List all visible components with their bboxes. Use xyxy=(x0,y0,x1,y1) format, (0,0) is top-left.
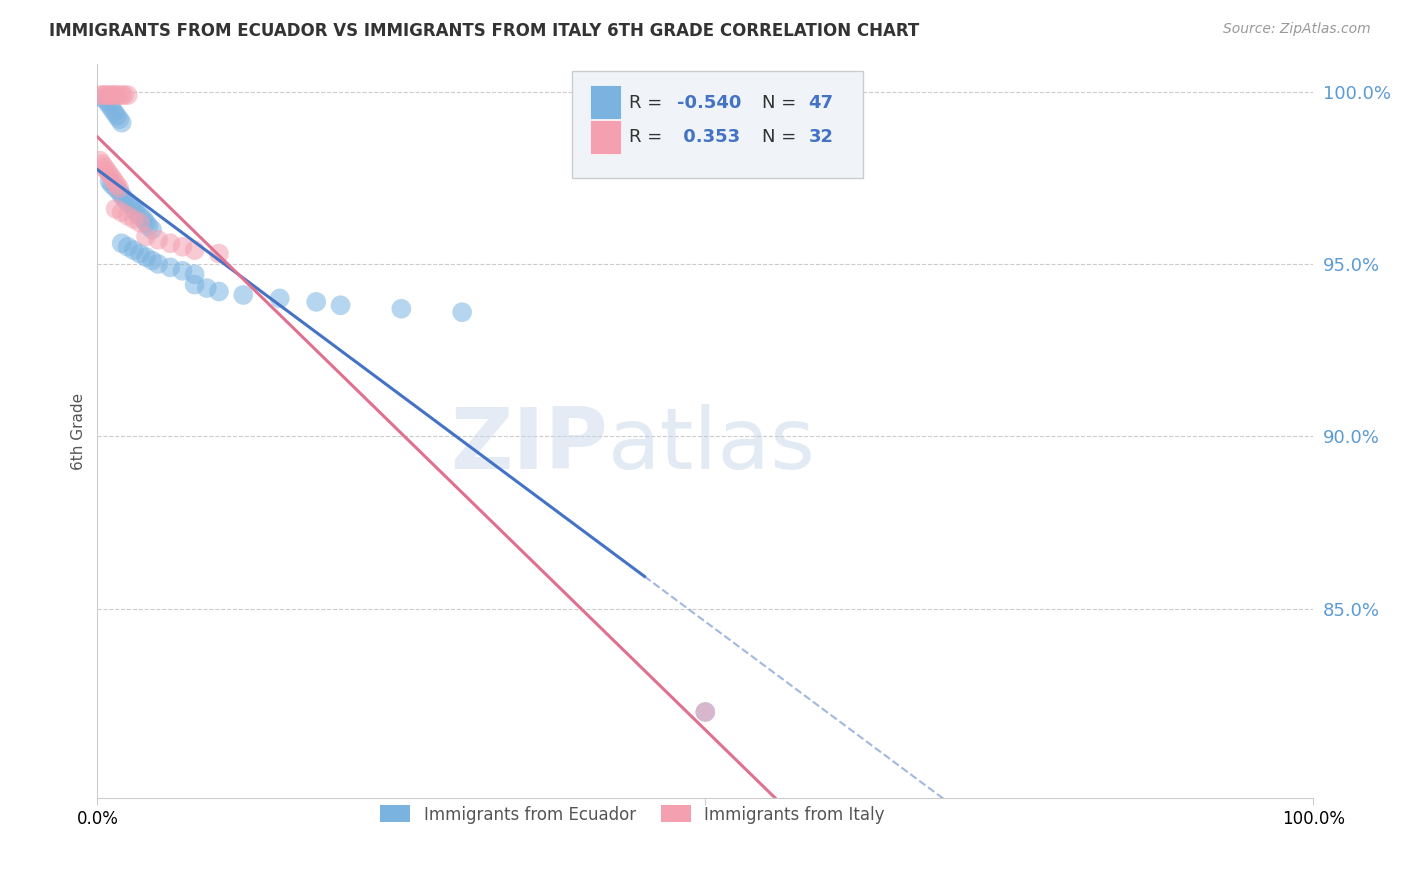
Point xyxy=(183,277,205,292)
Point xyxy=(129,216,152,230)
Point xyxy=(232,288,254,302)
Point xyxy=(172,240,194,254)
Point xyxy=(129,246,152,260)
Point xyxy=(112,88,135,103)
Legend: Immigrants from Ecuador, Immigrants from Italy: Immigrants from Ecuador, Immigrants from… xyxy=(374,798,891,830)
Point xyxy=(108,185,131,199)
Point xyxy=(100,88,122,103)
Point xyxy=(98,167,121,181)
Point xyxy=(111,88,134,103)
Text: N =: N = xyxy=(762,128,803,146)
Text: ZIP: ZIP xyxy=(450,404,607,487)
Point xyxy=(135,229,157,244)
Point xyxy=(141,222,163,236)
Text: -0.540: -0.540 xyxy=(678,94,742,112)
Point xyxy=(122,202,145,216)
Point xyxy=(93,161,115,175)
Point xyxy=(208,285,231,299)
Point xyxy=(111,188,134,202)
Text: N =: N = xyxy=(762,94,803,112)
Text: 47: 47 xyxy=(808,94,834,112)
Point xyxy=(103,174,125,188)
Point xyxy=(98,174,121,188)
Point xyxy=(108,181,131,195)
Point xyxy=(141,253,163,268)
Point xyxy=(159,260,181,275)
Point xyxy=(96,164,118,178)
Point xyxy=(101,88,124,103)
Point xyxy=(269,292,291,306)
Text: 32: 32 xyxy=(808,128,834,146)
Point xyxy=(695,705,717,719)
Point xyxy=(135,250,157,264)
Text: 0.353: 0.353 xyxy=(678,128,741,146)
Point xyxy=(104,202,127,216)
Point xyxy=(111,205,134,219)
Text: IMMIGRANTS FROM ECUADOR VS IMMIGRANTS FROM ITALY 6TH GRADE CORRELATION CHART: IMMIGRANTS FROM ECUADOR VS IMMIGRANTS FR… xyxy=(49,22,920,40)
Point xyxy=(104,181,127,195)
Point xyxy=(103,105,125,120)
Point xyxy=(117,194,139,209)
Point xyxy=(135,216,157,230)
Point xyxy=(389,301,412,316)
Point xyxy=(695,705,717,719)
Point xyxy=(94,88,117,103)
Point xyxy=(172,264,194,278)
Point xyxy=(122,243,145,257)
Point xyxy=(93,88,115,103)
Point xyxy=(159,236,181,251)
Point xyxy=(112,191,135,205)
Point xyxy=(105,109,128,123)
Point xyxy=(90,88,112,103)
Point xyxy=(451,305,474,319)
FancyBboxPatch shape xyxy=(589,86,621,120)
Point xyxy=(305,294,328,309)
Point xyxy=(97,88,120,103)
Point xyxy=(89,153,111,168)
Point xyxy=(138,219,160,233)
Point xyxy=(125,205,148,219)
FancyBboxPatch shape xyxy=(589,120,621,153)
Point xyxy=(111,115,134,129)
Point xyxy=(183,267,205,281)
Point xyxy=(122,212,145,227)
Point xyxy=(104,88,127,103)
Point xyxy=(98,98,121,112)
Point xyxy=(146,257,169,271)
Point xyxy=(117,209,139,223)
Point xyxy=(101,178,124,192)
Text: R =: R = xyxy=(628,94,668,112)
Point xyxy=(96,95,118,109)
Point xyxy=(120,198,142,212)
Text: R =: R = xyxy=(628,128,668,146)
FancyBboxPatch shape xyxy=(572,71,863,178)
Point xyxy=(93,91,115,105)
Point xyxy=(101,170,124,185)
Point xyxy=(107,88,129,103)
Point xyxy=(208,246,231,260)
Point xyxy=(195,281,218,295)
Point xyxy=(117,240,139,254)
Point xyxy=(146,233,169,247)
Point xyxy=(108,112,131,127)
Y-axis label: 6th Grade: 6th Grade xyxy=(72,392,86,470)
Text: Source: ZipAtlas.com: Source: ZipAtlas.com xyxy=(1223,22,1371,37)
Point xyxy=(329,298,352,312)
Point xyxy=(111,236,134,251)
Point xyxy=(132,212,155,227)
Point xyxy=(101,102,124,116)
Point xyxy=(117,88,139,103)
Text: atlas: atlas xyxy=(607,404,815,487)
Point xyxy=(91,157,114,171)
Point xyxy=(129,209,152,223)
Point xyxy=(105,178,128,192)
Point xyxy=(183,243,205,257)
